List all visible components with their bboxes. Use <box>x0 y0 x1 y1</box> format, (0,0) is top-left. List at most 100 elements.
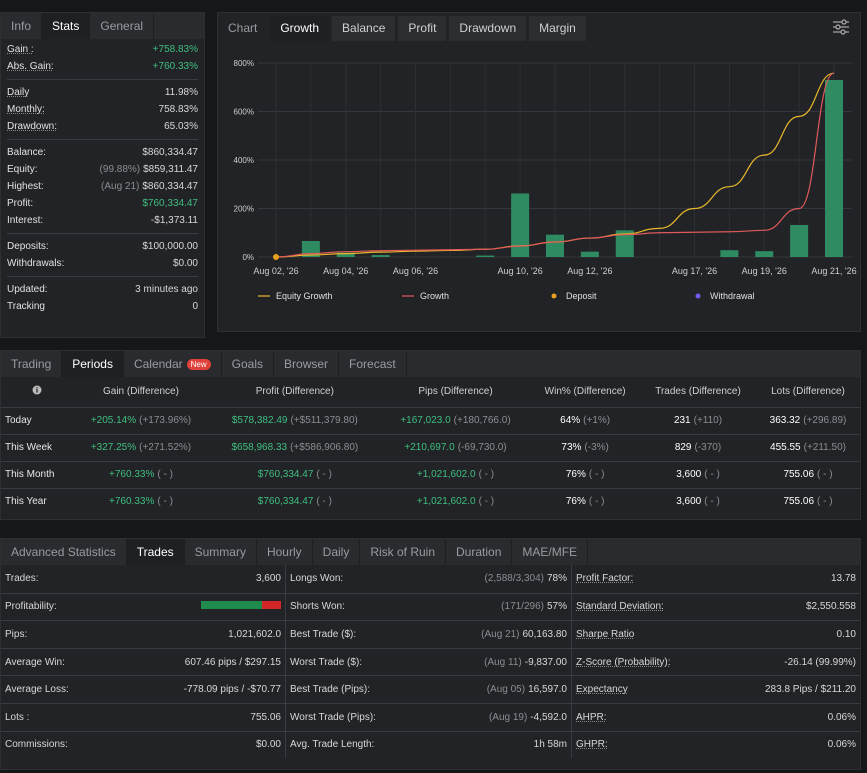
tab-risk-of-ruin[interactable]: Risk of Ruin <box>360 539 447 565</box>
adv-value: 0.10 <box>836 628 856 640</box>
tab-stats[interactable]: Stats <box>42 13 91 39</box>
adv-value-group: (Aug 21) 60,163.80 <box>481 629 567 640</box>
growth-bar <box>825 79 843 257</box>
period-value: $578,382.49 <box>231 415 288 426</box>
adv-label: Profitability: <box>5 601 57 613</box>
adv-row-average-loss: Average Loss: -778.09 pips / -$70.77 <box>1 675 285 703</box>
tab-general[interactable]: General <box>90 13 155 39</box>
tab-label: Margin <box>539 21 576 35</box>
column-header: Pips (Difference) <box>418 386 493 398</box>
adv-value: 0.06% <box>827 739 856 751</box>
tab-periods[interactable]: Periods <box>62 351 124 377</box>
stat-value: $859,311.47 <box>143 164 198 175</box>
info-icon[interactable] <box>1 377 73 407</box>
stat-row-drawdown: Drawdown: 65.03% <box>7 118 198 135</box>
stat-row-monthly: Monthly: 758.83% <box>7 101 198 118</box>
period-diff: ( - ) <box>588 469 605 480</box>
tab-calendar[interactable]: Calendar New <box>124 351 222 377</box>
tab-growth[interactable]: Growth <box>270 16 330 41</box>
adv-row-ahpr: AHPR: 0.06% <box>572 702 860 731</box>
period-diff: ( - ) <box>704 469 720 480</box>
period-name: Today <box>1 406 73 434</box>
adv-value: 607.46 pips / $297.15 <box>184 656 281 668</box>
y-tick-label: 600% <box>234 108 254 117</box>
trades-column-3: Profit Factor: 13.78 Standard Deviation: $2… <box>572 565 860 758</box>
adv-label: Average Win: <box>5 656 65 668</box>
stat-label: Monthly: <box>7 104 45 115</box>
tab-goals[interactable]: Goals <box>222 351 275 377</box>
tab-label: Duration <box>456 545 502 559</box>
divider <box>7 233 198 234</box>
tab-drawdown[interactable]: Drawdown <box>449 16 527 41</box>
stats-tabs: Info Stats General <box>1 13 204 39</box>
y-tick-label: 0% <box>242 253 254 262</box>
period-cell: $760,334.47( - ) <box>208 460 381 488</box>
tab-label: Hourly <box>266 545 302 559</box>
adv-value-group: (2,588/3,304) 78% <box>484 573 567 584</box>
growth-chart: 0% 200% 400% 600% 800% Aug 02, '26 Aug 04, '26… <box>234 59 857 301</box>
tab-trading[interactable]: Trading <box>1 351 63 377</box>
tab-forecast[interactable]: Forecast <box>339 351 407 377</box>
adv-value: -778.09 pips / -$70.77 <box>183 684 281 696</box>
period-diff: (+211.50) <box>803 442 846 453</box>
tab-daily[interactable]: Daily <box>313 539 361 565</box>
stat-value: -$1,373.11 <box>150 215 198 226</box>
tab-hourly[interactable]: Hourly <box>257 539 313 565</box>
growth-bar <box>580 251 599 257</box>
tab-advanced-statistics[interactable]: Advanced Statistics <box>1 539 127 565</box>
tab-mae-mfe[interactable]: MAE/MFE <box>512 539 589 565</box>
periods-panel: Trading Periods Calendar New Goals Browser For… <box>0 350 861 520</box>
adv-row-expectancy: Expectancy 283.8 Pips / $211.20 <box>572 675 860 703</box>
tab-label: Periods <box>72 357 113 371</box>
adv-value-group: (Aug 05) 16,597.0 <box>487 684 567 695</box>
tab-balance[interactable]: Balance <box>332 16 396 41</box>
adv-label: Lots : <box>5 711 30 723</box>
period-cell: +760.33%( - ) <box>73 487 209 515</box>
adv-label: Average Loss: <box>5 684 69 696</box>
adv-value: 3,600 <box>255 573 281 585</box>
period-diff: ( - ) <box>817 469 833 480</box>
period-cell: 76%( - ) <box>530 460 640 488</box>
stat-label: Balance: <box>7 147 46 158</box>
adv-value-group: 607.46 pips / $297.15 <box>185 657 281 668</box>
adv-label: Profit Factor: <box>576 573 634 585</box>
y-tick-label: 200% <box>234 205 254 214</box>
tab-duration[interactable]: Duration <box>446 539 513 565</box>
stat-row-updated: Updated: 3 minutes ago <box>7 281 198 298</box>
adv-value: 755.06 <box>250 711 281 723</box>
period-cell: 755.06( - ) <box>756 487 860 515</box>
stat-row-profit: Profit: $760,334.47 <box>7 195 198 212</box>
stat-value-group: $100,000.00 <box>142 241 198 252</box>
period-value: 3,600 <box>676 496 702 508</box>
period-value: +1,021,602.0 <box>416 469 476 480</box>
period-diff: (+$511,379.80) <box>290 415 358 426</box>
trades-column-2: Longs Won: (2,588/3,304) 78% Shorts Won: (17… <box>286 565 572 759</box>
adv-row-ghpr: GHPR: 0.06% <box>572 730 860 759</box>
adv-value: 283.8 Pips / $211.20 <box>765 684 856 696</box>
stat-value-group: +760.33% <box>153 61 198 72</box>
tab-profit[interactable]: Profit <box>398 16 447 41</box>
tab-chart[interactable]: Chart <box>218 16 267 41</box>
tab-info[interactable]: Info <box>1 13 43 39</box>
tab-label: Info <box>11 19 32 33</box>
advanced-statistics-panel: Advanced Statistics Trades Summary Hourly Da… <box>0 538 861 770</box>
period-cell: 73% (-3%) <box>530 433 640 461</box>
adv-value: 60,163.80 <box>522 628 568 640</box>
adv-value-group: (Aug 19) -4,592.0 <box>489 712 567 723</box>
stat-value: $100,000.00 <box>142 241 198 252</box>
adv-prefix: (171/296) <box>501 601 544 613</box>
tab-label: Balance <box>342 21 386 35</box>
stat-value: $0.00 <box>172 258 198 269</box>
tab-summary[interactable]: Summary <box>185 539 257 565</box>
tab-label: Summary <box>194 545 246 559</box>
y-tick-label: 400% <box>234 156 254 165</box>
stat-row-abs-gain: Abs. Gain: +760.33% <box>7 58 198 75</box>
stat-label: Updated: <box>7 284 48 295</box>
period-cell: +1,021,602.0( - ) <box>380 460 531 488</box>
tab-label: Calendar <box>133 357 183 371</box>
sliders-icon[interactable] <box>832 19 850 35</box>
tab-trades[interactable]: Trades <box>126 539 185 565</box>
tab-margin[interactable]: Margin <box>529 16 586 41</box>
tab-browser[interactable]: Browser <box>274 351 340 377</box>
adv-row-standard-deviation: Standard Deviation: $2,550.558 <box>572 592 860 621</box>
